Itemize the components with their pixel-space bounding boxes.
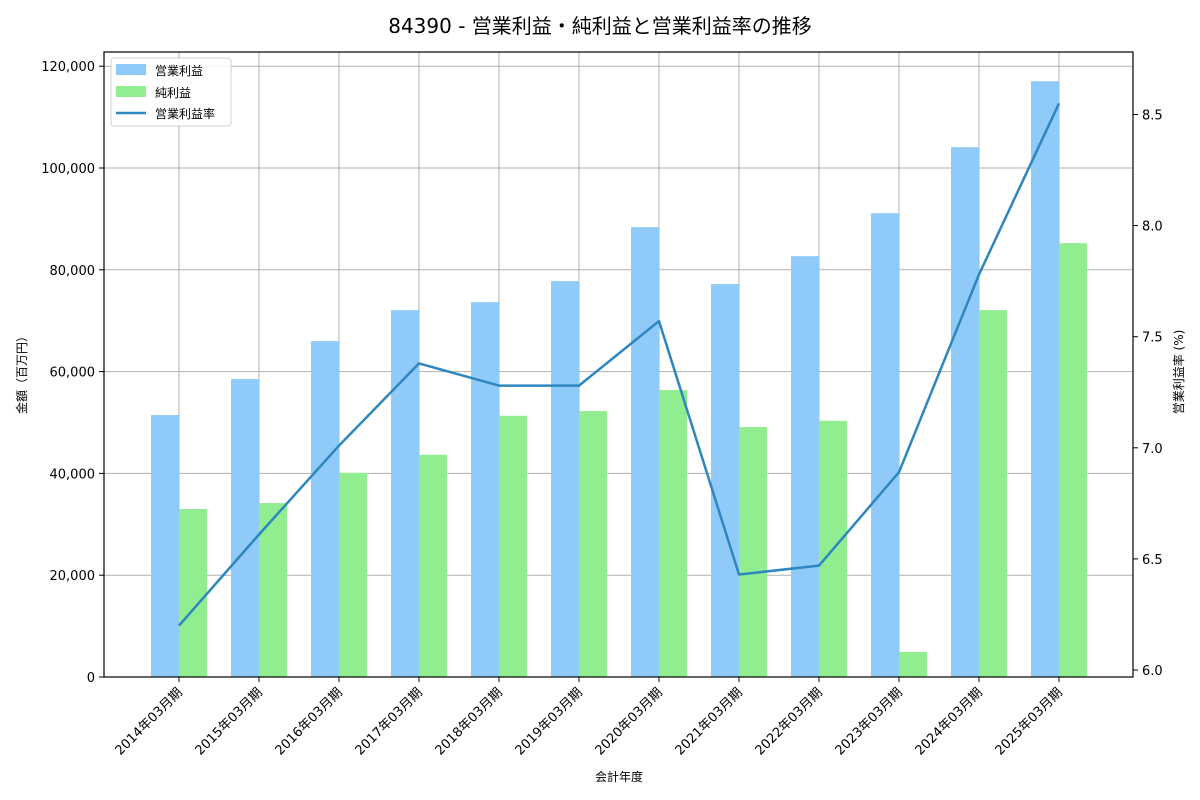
x-tick-label: 2022年03月期 — [753, 685, 826, 758]
x-axis: 2014年03月期 2015年03月期 2016年03月期 2017年03月期 2018… — [113, 677, 1066, 759]
x-tick-label: 2016年03月期 — [273, 685, 346, 758]
x-tick-label: 2021年03月期 — [673, 685, 746, 758]
bar-net-profit — [339, 472, 367, 677]
bar-operating-profit — [551, 281, 579, 677]
bar-operating-profit — [151, 415, 179, 677]
bar-net-profit — [659, 390, 687, 677]
bar-operating-profit — [231, 379, 259, 677]
bar-operating-profit — [791, 256, 819, 677]
x-tick-label: 2019年03月期 — [513, 685, 586, 758]
y-tick-label: 100,000 — [41, 162, 95, 177]
y2-tick-label: 7.0 — [1142, 442, 1163, 457]
y2-tick-label: 6.5 — [1142, 553, 1163, 568]
legend: 営業利益 純利益 営業利益率 — [110, 57, 232, 127]
legend-swatch-net-profit — [116, 86, 146, 97]
y-axis-left: 0 20,000 40,000 60,000 80,000 100,000 120,000 — [41, 60, 104, 686]
line-operating-margin — [178, 102, 1061, 627]
bar-net-profit — [979, 310, 1007, 677]
legend-label-operating-margin: 営業利益率 — [155, 106, 215, 121]
y-axis-right: 6.0 6.5 7.0 7.5 8.0 8.5 — [1133, 109, 1163, 679]
x-tick-label: 2015年03月期 — [193, 685, 266, 758]
bar-net-profit — [739, 427, 767, 677]
y-tick-label: 0 — [87, 671, 95, 686]
bar-operating-profit — [1031, 81, 1059, 677]
legend-swatch-operating-profit — [116, 64, 146, 75]
bar-net-profit — [579, 411, 607, 677]
bar-operating-profit — [471, 302, 499, 677]
bar-net-profit — [259, 503, 287, 677]
plot-frame — [103, 51, 1134, 678]
x-tick-label: 2024年03月期 — [913, 685, 986, 758]
y2-tick-label: 6.0 — [1142, 664, 1163, 679]
chart-title: 84390 - 営業利益・純利益と営業利益率の推移 — [388, 14, 812, 38]
x-tick-label: 2018年03月期 — [433, 685, 506, 758]
bar-net-profit — [899, 652, 927, 677]
legend-label-operating-profit: 営業利益 — [155, 64, 203, 78]
bar-net-profit — [419, 454, 447, 677]
y-tick-label: 40,000 — [50, 467, 96, 482]
y-tick-label: 80,000 — [50, 264, 96, 279]
bar-net-profit — [499, 415, 527, 677]
line-series — [178, 102, 1061, 627]
bar-operating-profit — [631, 227, 659, 677]
x-axis-label: 会計年度 — [595, 769, 643, 784]
bar-operating-profit — [951, 147, 979, 678]
y-tick-label: 20,000 — [50, 569, 96, 584]
bar-operating-profit — [391, 310, 419, 677]
bar-series — [151, 81, 1087, 678]
y2-tick-label: 8.0 — [1142, 220, 1163, 235]
x-tick-label: 2025年03月期 — [993, 685, 1066, 758]
y-axis-right-label: 営業利益率 (%) — [1171, 330, 1186, 415]
y-tick-label: 60,000 — [50, 366, 96, 381]
bar-operating-profit — [311, 341, 339, 677]
bar-operating-profit — [711, 284, 739, 677]
bar-operating-profit — [871, 213, 899, 677]
x-tick-label: 2023年03月期 — [833, 685, 906, 758]
y-tick-label: 120,000 — [41, 60, 95, 75]
x-tick-label: 2014年03月期 — [113, 685, 186, 758]
y2-tick-label: 7.5 — [1142, 331, 1163, 346]
legend-label-net-profit: 純利益 — [155, 86, 191, 100]
x-tick-label: 2017年03月期 — [353, 685, 426, 758]
y-axis-left-label: 金額（百万円） — [14, 330, 29, 414]
bar-net-profit — [1059, 243, 1087, 677]
bar-net-profit — [179, 509, 207, 677]
x-tick-label: 2020年03月期 — [593, 685, 666, 758]
y2-tick-label: 8.5 — [1142, 109, 1163, 124]
